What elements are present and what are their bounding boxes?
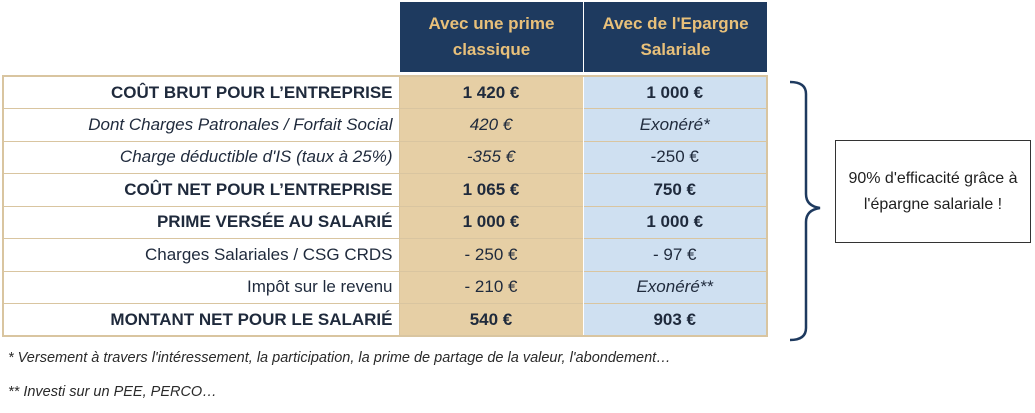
footnote-2: ** Investi sur un PEE, PERCO… bbox=[8, 384, 217, 400]
table-row: COÛT BRUT POUR L’ENTREPRISE 1 420 € 1 00… bbox=[3, 75, 767, 109]
epargne-value: -250 € bbox=[583, 140, 767, 174]
epargne-value: Exonéré* bbox=[583, 108, 767, 141]
epargne-value: - 97 € bbox=[583, 238, 767, 271]
row-label: PRIME VERSÉE AU SALARIÉ bbox=[3, 205, 400, 239]
table-row: Impôt sur le revenu - 210 € Exonéré** bbox=[3, 270, 767, 304]
efficiency-callout: 90% d'efficacité grâce à l'épargne salar… bbox=[835, 140, 1031, 243]
prime-value: 540 € bbox=[399, 303, 584, 336]
row-label: Dont Charges Patronales / Forfait Social bbox=[3, 108, 400, 141]
prime-value: 1 420 € bbox=[399, 75, 584, 109]
prime-value: - 210 € bbox=[399, 270, 584, 304]
row-label: Impôt sur le revenu bbox=[3, 270, 400, 304]
row-label: COÛT NET POUR L’ENTREPRISE bbox=[3, 173, 400, 206]
row-label: Charge déductible d'IS (taux à 25%) bbox=[3, 140, 400, 174]
prime-value: -355 € bbox=[399, 140, 584, 174]
row-label: COÛT BRUT POUR L’ENTREPRISE bbox=[3, 75, 400, 109]
prime-value: 420 € bbox=[399, 108, 584, 141]
epargne-value: 1 000 € bbox=[583, 205, 767, 239]
epargne-value: 750 € bbox=[583, 173, 767, 206]
header-epargne-salariale: Avec de l'Epargne Salariale bbox=[583, 2, 767, 72]
table-row: Charge déductible d'IS (taux à 25%) -355… bbox=[3, 140, 767, 174]
epargne-value: 903 € bbox=[583, 303, 767, 336]
prime-value: 1 065 € bbox=[399, 173, 584, 206]
prime-value: - 250 € bbox=[399, 238, 584, 271]
row-label: MONTANT NET POUR LE SALARIÉ bbox=[3, 303, 400, 336]
table-row: MONTANT NET POUR LE SALARIÉ 540 € 903 € bbox=[3, 303, 767, 336]
table-row: PRIME VERSÉE AU SALARIÉ 1 000 € 1 000 € bbox=[3, 205, 767, 239]
epargne-value: 1 000 € bbox=[583, 75, 767, 109]
header-prime-classique: Avec une prime classique bbox=[399, 2, 583, 72]
table-row: Dont Charges Patronales / Forfait Social… bbox=[3, 108, 767, 141]
prime-value: 1 000 € bbox=[399, 205, 584, 239]
table-row: Charges Salariales / CSG CRDS - 250 € - … bbox=[3, 238, 767, 271]
comparison-table: COÛT BRUT POUR L’ENTREPRISE 1 420 € 1 00… bbox=[2, 75, 768, 337]
row-label: Charges Salariales / CSG CRDS bbox=[3, 238, 400, 271]
footnote-1: * Versement à travers l'intéressement, l… bbox=[8, 350, 671, 366]
epargne-value: Exonéré** bbox=[583, 270, 767, 304]
table-row: COÛT NET POUR L’ENTREPRISE 1 065 € 750 € bbox=[3, 173, 767, 206]
curly-brace-icon bbox=[789, 80, 821, 342]
table-header: Avec une prime classique Avec de l'Eparg… bbox=[399, 2, 767, 72]
